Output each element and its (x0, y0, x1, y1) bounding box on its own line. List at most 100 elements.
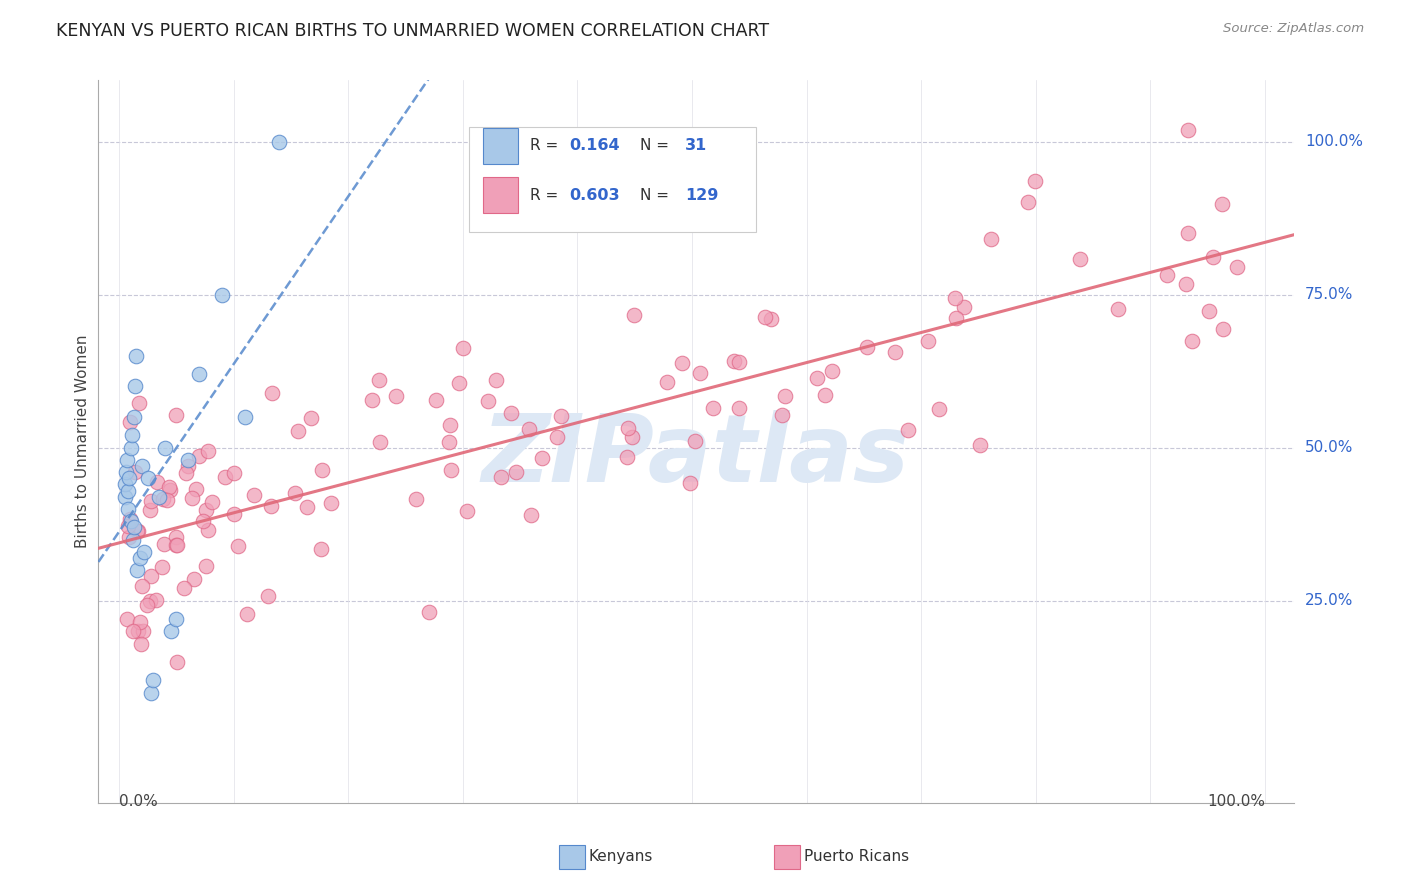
Point (520, 508, 543, 523)
Point (550, 409, 572, 423)
Point (319, 496, 342, 510)
Point (360, 392, 382, 407)
Point (617, 421, 640, 435)
Point (477, 394, 499, 409)
Point (243, 488, 266, 502)
Point (505, 465, 527, 479)
Point (616, 450, 638, 464)
Point (439, 434, 461, 449)
Point (222, 507, 245, 521)
Point (173, 581, 195, 595)
Point (1175, 277, 1198, 291)
Text: Source: ZipAtlas.com: Source: ZipAtlas.com (1223, 22, 1364, 36)
Text: 75.0%: 75.0% (1305, 287, 1354, 302)
Point (132, 624, 155, 639)
Point (1181, 334, 1204, 348)
Point (945, 310, 967, 325)
Point (418, 605, 440, 619)
Text: N =: N = (640, 138, 669, 153)
Point (197, 523, 219, 537)
Point (211, 287, 233, 301)
Point (148, 490, 170, 504)
Point (655, 375, 678, 389)
Point (128, 550, 150, 565)
Point (679, 475, 702, 490)
Point (122, 520, 145, 534)
Point (127, 624, 149, 639)
Point (623, 308, 645, 322)
Point (117, 483, 139, 498)
Point (451, 341, 474, 355)
Point (1156, 268, 1178, 283)
Point (689, 366, 711, 380)
Point (165, 530, 187, 544)
Point (702, 401, 724, 415)
Point (125, 524, 148, 538)
Point (165, 538, 187, 552)
Point (456, 504, 478, 518)
FancyBboxPatch shape (773, 846, 800, 869)
Point (120, 441, 142, 455)
Point (773, 389, 796, 403)
Point (723, 354, 745, 368)
Point (1226, 260, 1249, 274)
Point (806, 371, 828, 385)
Point (131, 458, 153, 473)
Point (201, 495, 224, 509)
Point (121, 533, 143, 547)
Point (118, 471, 141, 485)
FancyBboxPatch shape (484, 177, 517, 213)
Point (127, 563, 149, 577)
Point (166, 538, 188, 552)
FancyBboxPatch shape (470, 128, 756, 232)
Point (153, 441, 176, 455)
Point (311, 463, 333, 477)
Point (855, 340, 877, 354)
Point (405, 491, 427, 506)
Point (139, 593, 162, 607)
Point (257, 589, 280, 603)
Point (129, 637, 152, 651)
FancyBboxPatch shape (484, 128, 517, 164)
Point (174, 466, 197, 480)
Point (124, 379, 146, 393)
Point (139, 494, 162, 508)
Text: 25.0%: 25.0% (1305, 593, 1354, 608)
Text: 129: 129 (685, 187, 718, 202)
Point (821, 364, 844, 378)
Point (917, 334, 939, 348)
Point (269, 135, 291, 149)
Point (127, 524, 149, 538)
Point (120, 512, 142, 526)
Text: Puerto Ricans: Puerto Ricans (804, 849, 908, 864)
Text: 100.0%: 100.0% (1305, 134, 1362, 149)
Point (517, 422, 540, 436)
Point (546, 430, 568, 444)
Point (1212, 322, 1234, 336)
Text: 0.164: 0.164 (569, 138, 620, 153)
Point (671, 356, 693, 370)
Point (128, 396, 150, 410)
Point (188, 449, 211, 463)
Point (233, 410, 256, 425)
Point (122, 410, 145, 425)
Point (195, 503, 218, 517)
Text: 0.603: 0.603 (569, 187, 620, 202)
Point (295, 500, 318, 515)
Point (165, 408, 187, 422)
Point (139, 685, 162, 699)
Point (153, 537, 176, 551)
Point (165, 612, 187, 626)
Point (145, 593, 167, 607)
Point (770, 409, 793, 423)
Point (186, 482, 208, 496)
Point (727, 401, 749, 415)
Point (262, 385, 284, 400)
Point (447, 376, 470, 391)
Point (183, 572, 205, 586)
Point (115, 465, 138, 479)
Point (114, 477, 136, 491)
Text: 31: 31 (685, 138, 707, 153)
Point (146, 475, 169, 490)
Point (883, 344, 905, 359)
